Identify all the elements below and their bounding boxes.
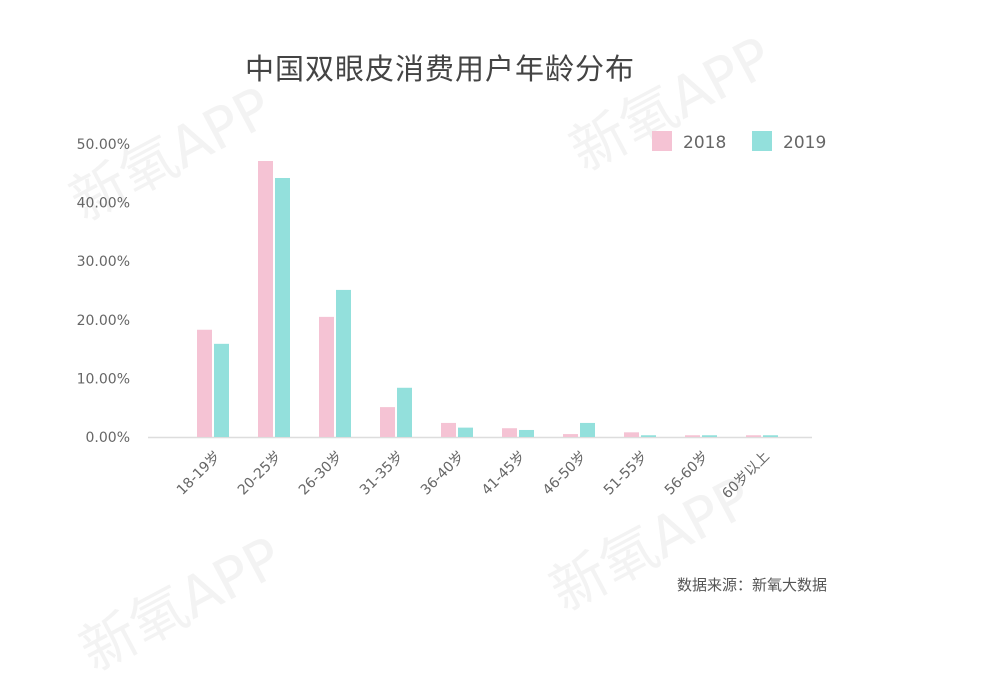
y-tick-label: 30.00% (77, 254, 130, 270)
x-tick-label: 51-55岁 (601, 449, 651, 499)
bar-2018 (746, 435, 761, 437)
bar-2019 (397, 387, 412, 437)
y-tick-label: 40.00% (77, 196, 130, 212)
bar-2018 (380, 407, 395, 437)
x-tick-label: 31-35岁 (357, 449, 407, 499)
bar-2018 (197, 329, 212, 437)
x-tick-label: 56-60岁 (662, 449, 712, 499)
bar-chart: 0.00% 10.00% 20.00% 30.00% 40.00% 50.00% 18-19… (77, 131, 826, 503)
bar-2019 (702, 435, 717, 437)
legend-label: 2019 (783, 133, 826, 153)
chart-title: 中国双眼皮消费用户年龄分布 (244, 52, 635, 86)
bar-2019 (519, 429, 534, 437)
bar-2019 (458, 427, 473, 437)
legend-label: 2018 (683, 133, 726, 153)
x-tick-label: 41-45岁 (479, 449, 529, 499)
data-source: 数据来源：新氧大数据 (676, 576, 827, 594)
bar-2018 (441, 422, 456, 437)
y-tick-label: 20.00% (77, 313, 130, 329)
x-tick-label: 18-19岁 (174, 449, 224, 499)
bar-2019 (763, 435, 778, 437)
bar-2019 (214, 343, 229, 437)
x-tick-label: 36-40岁 (418, 449, 468, 499)
legend-swatch-2019 (752, 131, 772, 151)
bar-2019 (275, 177, 290, 437)
y-tick-label: 0.00% (86, 430, 130, 446)
bar-2018 (319, 316, 334, 437)
bar-2018 (563, 434, 578, 437)
legend-swatch-2018 (652, 131, 672, 151)
bar-2018 (685, 435, 700, 437)
x-tick-label: 46-50岁 (540, 449, 590, 499)
bar-2018 (258, 160, 273, 437)
bar-2019 (641, 435, 656, 437)
x-tick-label: 60岁以上 (719, 449, 773, 503)
bar-2018 (502, 428, 517, 437)
bar-2019 (336, 289, 351, 437)
y-tick-label: 10.00% (77, 371, 130, 387)
x-tick-label: 26-30岁 (296, 449, 346, 499)
x-tick-label: 20-25岁 (235, 449, 285, 499)
bar-2018 (624, 432, 639, 437)
y-tick-label: 50.00% (77, 137, 130, 153)
bar-2019 (580, 422, 595, 437)
